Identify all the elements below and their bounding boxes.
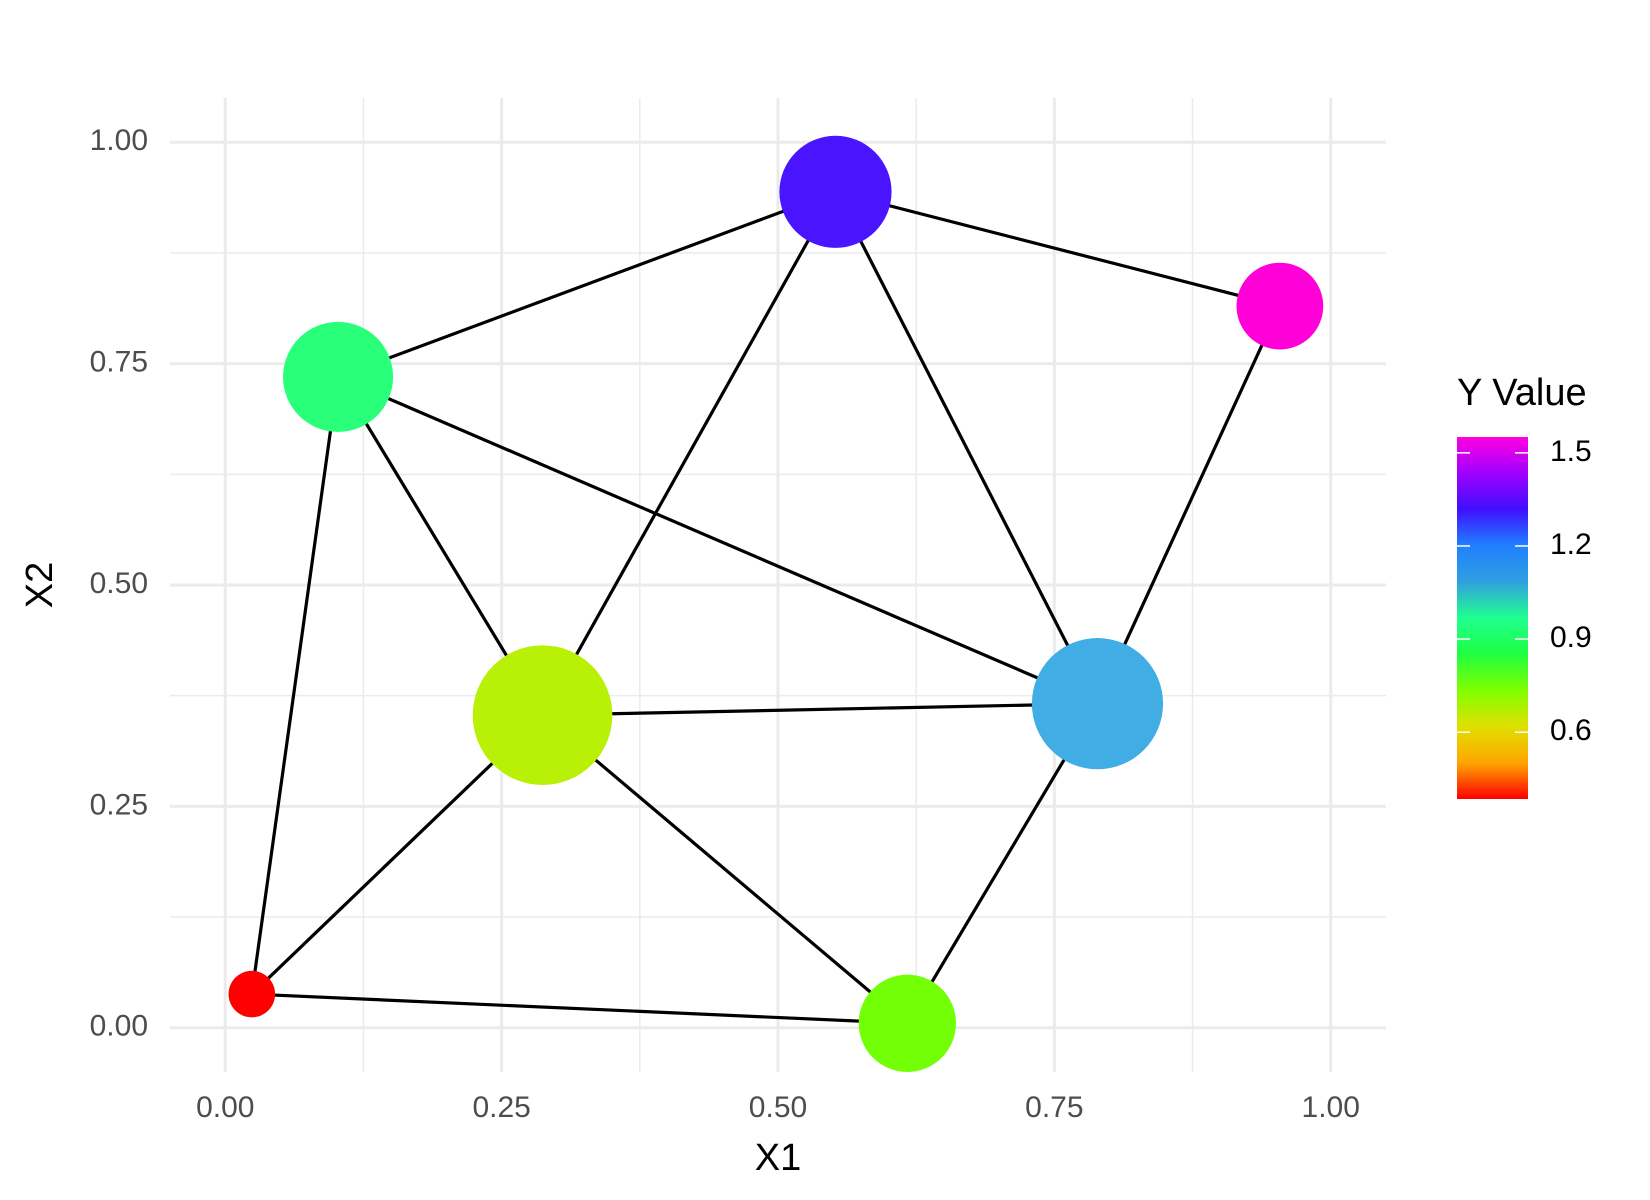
edge [1096,305,1282,705]
x-tick-label: 1.00 [1302,1091,1360,1124]
legend-title: Y Value [1457,372,1587,414]
colorbar-label: 1.5 [1550,435,1592,468]
y-axis-title: X2 [19,562,61,608]
x-tick-label: 0.50 [749,1091,807,1124]
edge [337,375,1099,706]
edge [541,191,837,716]
x-tick-label: 0.00 [196,1091,254,1124]
node [472,645,613,785]
edge [541,713,909,1025]
edge [250,376,340,995]
node [283,321,394,432]
x-tick-label: 0.75 [1025,1091,1083,1124]
y-tick-label: 1.00 [90,124,148,157]
x-tick-label: 0.25 [472,1091,530,1124]
edge [251,992,908,1025]
colorbar-label: 0.6 [1550,714,1592,747]
node [228,970,276,1018]
y-tick-label: 0.50 [90,567,148,600]
edge [834,191,1099,705]
colorbar-label: 0.9 [1550,621,1592,654]
node [779,135,892,248]
node [1236,262,1324,350]
y-tick-label: 0.25 [90,788,148,821]
y-tick-label: 0.75 [90,346,148,379]
colorbar [1457,437,1528,799]
edge [337,190,837,379]
colorbar-label: 1.2 [1550,528,1592,561]
edge [542,702,1098,717]
y-tick-label: 0.00 [90,1010,148,1043]
edge [835,190,1281,308]
x-axis-title: X1 [755,1137,801,1179]
node [858,974,957,1072]
node [1031,638,1164,770]
